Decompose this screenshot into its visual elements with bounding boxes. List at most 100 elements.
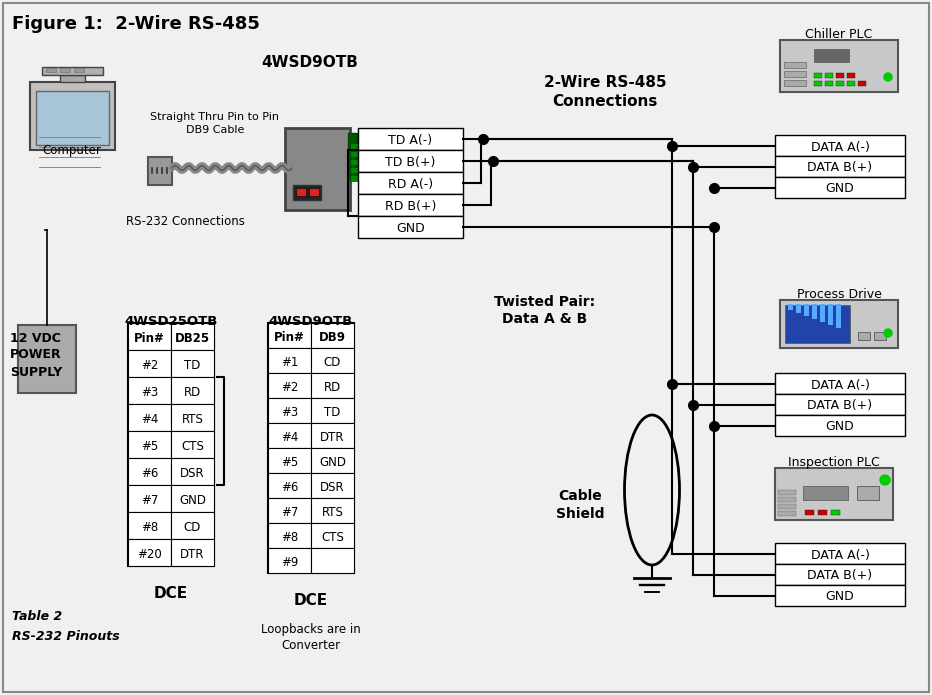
- Bar: [171, 512, 214, 539]
- Bar: [825, 81, 833, 86]
- Bar: [268, 373, 311, 398]
- Text: CD: CD: [184, 521, 201, 534]
- Bar: [268, 323, 354, 573]
- Text: GND: GND: [826, 591, 855, 603]
- Bar: [778, 511, 796, 516]
- Bar: [311, 448, 354, 473]
- Bar: [171, 539, 214, 566]
- Bar: [778, 504, 796, 509]
- Text: DCE: DCE: [154, 586, 188, 601]
- Text: #1: #1: [281, 356, 298, 369]
- Circle shape: [884, 73, 892, 81]
- Text: Table 2: Table 2: [12, 610, 62, 623]
- Text: Process Drive: Process Drive: [797, 288, 882, 301]
- Bar: [268, 523, 311, 548]
- Text: GND: GND: [826, 183, 855, 195]
- Bar: [311, 523, 354, 548]
- Bar: [358, 194, 463, 216]
- Text: RTS: RTS: [322, 506, 343, 519]
- Bar: [775, 564, 905, 585]
- Bar: [311, 548, 354, 573]
- Text: #3: #3: [281, 406, 298, 419]
- Bar: [311, 498, 354, 523]
- Bar: [775, 585, 905, 606]
- Text: GND: GND: [319, 456, 346, 469]
- Bar: [358, 150, 463, 172]
- Bar: [171, 323, 214, 350]
- Text: #4: #4: [281, 431, 298, 444]
- Text: #20: #20: [137, 548, 162, 561]
- Circle shape: [880, 475, 890, 485]
- Bar: [358, 128, 463, 150]
- Bar: [805, 510, 814, 515]
- Bar: [775, 156, 905, 177]
- Bar: [825, 73, 833, 78]
- Text: TD A(-): TD A(-): [389, 134, 432, 147]
- Text: Loopbacks are in
Converter: Loopbacks are in Converter: [261, 623, 361, 652]
- Bar: [814, 81, 822, 86]
- Text: TD: TD: [185, 359, 200, 372]
- Bar: [42, 67, 103, 75]
- Bar: [828, 304, 833, 325]
- Text: #6: #6: [141, 467, 158, 480]
- Bar: [857, 486, 879, 500]
- Bar: [128, 377, 171, 404]
- Bar: [128, 404, 171, 431]
- Text: DTR: DTR: [180, 548, 205, 561]
- Bar: [171, 377, 214, 404]
- Text: Inspection PLC: Inspection PLC: [788, 456, 880, 469]
- Bar: [18, 325, 76, 393]
- Text: 4WSD25OTB: 4WSD25OTB: [124, 315, 218, 328]
- Bar: [293, 185, 321, 200]
- Bar: [171, 404, 214, 431]
- Bar: [350, 151, 359, 157]
- Text: RTS: RTS: [182, 413, 203, 426]
- Text: 12 VDC
POWER
SUPPLY: 12 VDC POWER SUPPLY: [10, 332, 62, 379]
- Text: DB25: DB25: [175, 332, 210, 345]
- Text: 2-Wire RS-485
Connections: 2-Wire RS-485 Connections: [543, 75, 666, 108]
- Text: RD: RD: [324, 381, 341, 394]
- Bar: [60, 68, 70, 72]
- Bar: [818, 510, 827, 515]
- Bar: [358, 172, 463, 194]
- Bar: [358, 216, 463, 238]
- Bar: [128, 431, 171, 458]
- Text: Computer: Computer: [43, 144, 102, 157]
- Bar: [268, 548, 311, 573]
- Bar: [128, 323, 214, 566]
- Bar: [775, 543, 905, 564]
- Bar: [836, 73, 844, 78]
- Bar: [30, 82, 115, 150]
- Bar: [785, 305, 850, 343]
- Bar: [311, 373, 354, 398]
- Text: TD B(+): TD B(+): [385, 156, 435, 169]
- Text: DATA A(-): DATA A(-): [811, 548, 870, 562]
- Bar: [350, 143, 359, 149]
- Circle shape: [884, 329, 892, 337]
- Bar: [858, 332, 870, 340]
- Text: DATA B(+): DATA B(+): [807, 569, 872, 582]
- Bar: [874, 332, 886, 340]
- Text: DATA A(-): DATA A(-): [811, 379, 870, 391]
- Bar: [128, 485, 171, 512]
- Bar: [311, 398, 354, 423]
- Bar: [775, 135, 905, 156]
- Text: #8: #8: [281, 531, 298, 544]
- Bar: [311, 423, 354, 448]
- Bar: [780, 300, 898, 348]
- Text: DATA B(+): DATA B(+): [807, 400, 872, 413]
- Text: RD A(-): RD A(-): [388, 178, 433, 191]
- Bar: [268, 348, 311, 373]
- Bar: [775, 373, 905, 394]
- Text: DCE: DCE: [294, 593, 328, 608]
- Bar: [778, 490, 796, 495]
- Text: Pin#: Pin#: [134, 332, 165, 345]
- Bar: [831, 510, 840, 515]
- Text: TD: TD: [324, 406, 341, 419]
- Bar: [285, 128, 350, 210]
- Bar: [311, 323, 354, 348]
- Bar: [784, 80, 806, 86]
- Bar: [778, 497, 796, 502]
- Bar: [148, 157, 172, 185]
- Text: 4WSD9OTB: 4WSD9OTB: [268, 315, 353, 328]
